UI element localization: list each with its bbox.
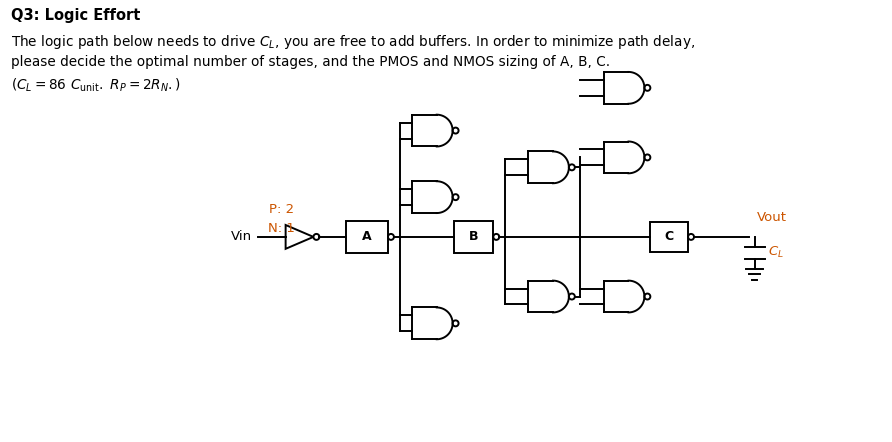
Text: Vout: Vout [756, 210, 787, 224]
Text: P: 2: P: 2 [269, 202, 294, 216]
Text: C: C [665, 230, 673, 244]
Text: $C_L$: $C_L$ [768, 245, 783, 260]
Text: Vin: Vin [231, 230, 252, 244]
Text: Q3: Logic Effort: Q3: Logic Effort [12, 8, 141, 23]
Text: B: B [468, 230, 478, 244]
Bar [650, 222, 688, 252]
Text: $(C_L = 86\ C_{\mathrm{unit}}.\ R_P = 2R_N.)$: $(C_L = 86\ C_{\mathrm{unit}}.\ R_P = 2R… [12, 77, 181, 94]
Text: please decide the optimal number of stages, and the PMOS and NMOS sizing of A, B: please decide the optimal number of stag… [12, 55, 610, 69]
Bar [346, 221, 388, 253]
Text: The logic path below needs to drive $C_L$, you are free to add buffers. In order: The logic path below needs to drive $C_L… [12, 33, 696, 51]
Bar [453, 221, 493, 253]
Text: N: 1: N: 1 [268, 222, 295, 236]
Text: A: A [362, 230, 372, 244]
